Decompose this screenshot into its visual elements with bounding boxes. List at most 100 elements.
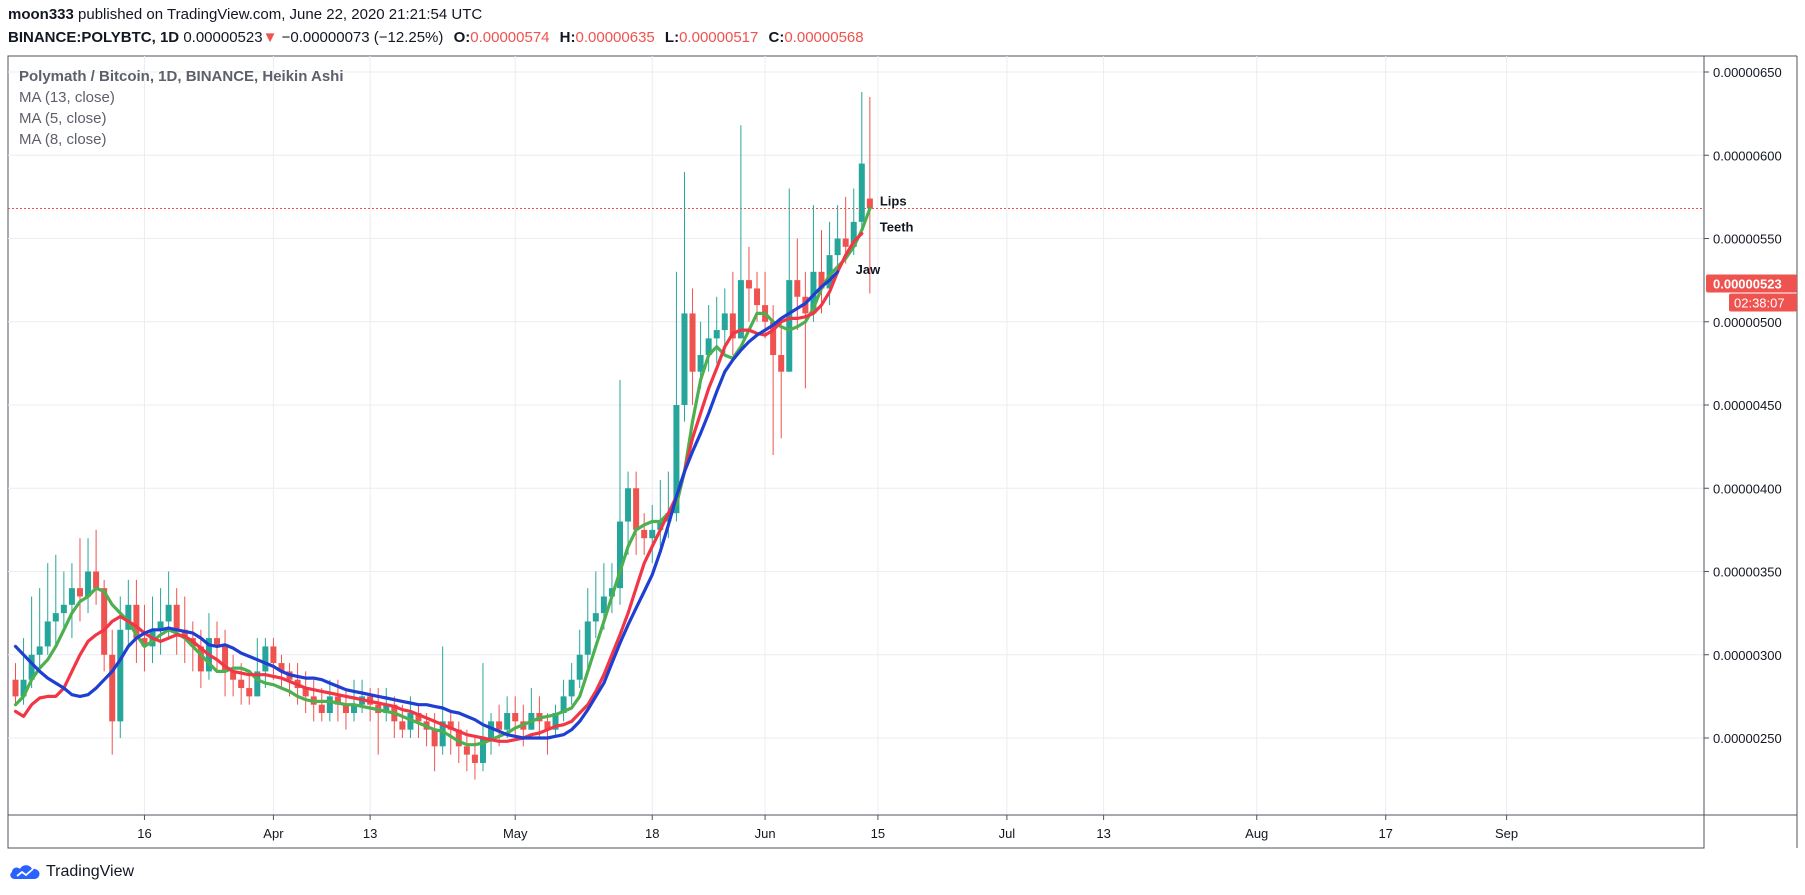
candle-body (689, 313, 696, 372)
author-name[interactable]: moon333 (8, 6, 74, 23)
legend-ma8[interactable]: MA (8, close) (19, 131, 107, 148)
candle-body (318, 704, 325, 714)
candle-body (681, 313, 688, 405)
candle-body (133, 604, 140, 639)
candle-body (697, 355, 704, 372)
y-tick-label: 0.00000450 (1713, 398, 1782, 413)
annotations-layer: Lips Teeth Jaw (856, 194, 914, 277)
x-tick-label: 13 (363, 826, 377, 841)
candle-down (729, 271, 736, 356)
candle-down (101, 579, 108, 672)
candle-up (834, 205, 841, 272)
ma-line-teeth (13, 231, 864, 743)
candle-body (568, 679, 575, 697)
candle-down (447, 713, 454, 755)
candle-body (818, 271, 825, 289)
candle-body (576, 654, 583, 680)
open-label: O: (453, 29, 471, 46)
candle-down (318, 688, 325, 722)
candle-up (157, 588, 164, 655)
candle-body (383, 704, 390, 714)
candle-body (44, 621, 51, 647)
candle-body (351, 704, 358, 714)
time-axis[interactable]: 16 Apr 13 May 18 Jun 15 Jul 13 Aug 17 Sep (8, 814, 1797, 841)
annotation-jaw: Jaw (856, 262, 881, 277)
candle-body (238, 679, 245, 689)
open-value: 0.00000574 (470, 29, 550, 46)
candle-body (326, 696, 333, 714)
candle-body (721, 313, 728, 331)
candle-body (60, 604, 67, 614)
tradingview-wordmark: TradingView (46, 863, 135, 880)
candle-body (334, 696, 341, 705)
tradingview-cloud-icon (10, 865, 40, 879)
candle-up (625, 471, 632, 555)
candle-body (20, 679, 27, 697)
candle-body (560, 696, 567, 714)
candle-body (117, 629, 124, 722)
candle-down (391, 696, 398, 738)
candle-body (246, 688, 253, 697)
y-tick-label: 0.00000600 (1713, 148, 1782, 163)
high-value: 0.00000635 (575, 29, 655, 46)
candle-down (866, 96, 873, 294)
candle-body (76, 588, 83, 597)
annotation-lips: Lips (880, 194, 907, 209)
candle-body (600, 596, 607, 614)
candle-up (713, 296, 720, 364)
tradingview-logo[interactable]: TradingView (8, 861, 134, 883)
y-tick-label: 0.00000550 (1713, 232, 1782, 247)
candle-body (479, 738, 486, 763)
candle-body (552, 713, 559, 730)
candle-body (173, 604, 180, 630)
candle-body (649, 529, 656, 539)
candles-layer (12, 91, 873, 780)
x-tick-label: Jun (755, 826, 776, 841)
x-tick-label: Aug (1245, 826, 1268, 841)
candle-down (745, 246, 752, 322)
ma-line-lips (13, 206, 872, 747)
candle-body (455, 729, 462, 747)
candle-up (60, 571, 67, 630)
y-tick-label: 0.00000350 (1713, 565, 1782, 580)
candle-body (157, 621, 164, 630)
candle-up (504, 696, 511, 738)
candle-body (737, 280, 744, 339)
candle-up (36, 588, 43, 672)
candle-up (681, 171, 688, 422)
candle-body (399, 721, 406, 730)
candle-up (68, 563, 75, 639)
candle-body (625, 488, 632, 522)
candle-body (866, 198, 873, 209)
last-price-tag-label: 0.00000523 (1713, 276, 1782, 291)
publish-text: published on TradingView.com, June 22, 2… (73, 6, 483, 23)
candle-body (834, 238, 841, 256)
chart-frame (7, 55, 1705, 849)
candle-body (665, 513, 672, 522)
candle-down (12, 663, 19, 705)
legend-ma5[interactable]: MA (5, close) (19, 110, 107, 127)
candle-up (737, 125, 744, 339)
candle-body (181, 629, 188, 639)
candle-down (689, 288, 696, 405)
legend-main-series[interactable]: Polymath / Bitcoin, 1D, BINANCE, Heikin … (19, 68, 344, 85)
candle-body (810, 271, 817, 314)
candle-body (705, 338, 712, 356)
candle-down (544, 713, 551, 755)
candle-up (488, 713, 495, 755)
candle-up (810, 205, 817, 322)
candle-body (415, 713, 422, 722)
candle-body (713, 330, 720, 339)
candle-body (471, 754, 478, 763)
candle-down (76, 538, 83, 622)
price-axis[interactable]: 0.00000650 0.00000600 0.00000550 0.00000500… (1703, 55, 1798, 848)
candle-body (230, 671, 237, 680)
candle-up (117, 596, 124, 738)
legend-ma13[interactable]: MA (13, close) (19, 89, 115, 106)
last-price: 0.00000523 (183, 29, 263, 46)
candle-up (85, 538, 92, 614)
symbol-name[interactable]: BINANCE:POLYBTC, 1D (8, 29, 180, 46)
candle-up (576, 629, 583, 689)
candle-body (342, 704, 349, 714)
